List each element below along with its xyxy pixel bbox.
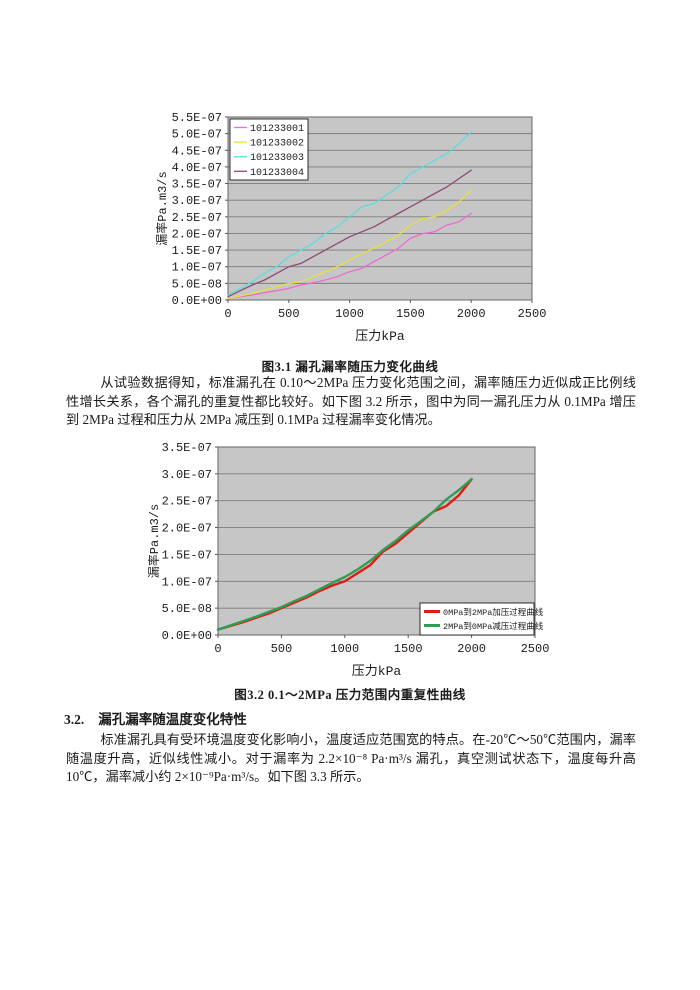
- svg-text:0: 0: [224, 307, 231, 321]
- svg-text:1000: 1000: [335, 307, 364, 321]
- section-heading-3-2: 3.2. 漏孔漏率随温度变化特性: [64, 708, 247, 728]
- svg-text:4.0E-07: 4.0E-07: [172, 161, 222, 175]
- paragraph-pressure-characteristics: 从试验数据得知，标准漏孔在 0.10～2MPa 压力变化范围之间，漏率随压力近似…: [66, 375, 636, 427]
- svg-text:2MPa到0MPa减压过程曲线: 2MPa到0MPa减压过程曲线: [443, 621, 544, 632]
- svg-text:4.5E-07: 4.5E-07: [172, 144, 222, 158]
- svg-text:3.0E-07: 3.0E-07: [162, 468, 212, 482]
- svg-text:2.0E-07: 2.0E-07: [172, 227, 222, 241]
- svg-text:3.5E-07: 3.5E-07: [162, 441, 212, 455]
- svg-text:压力kPa: 压力kPa: [352, 664, 402, 679]
- section-number: 3.2.: [64, 712, 85, 727]
- svg-text:101233003: 101233003: [250, 153, 304, 164]
- svg-text:0.0E+00: 0.0E+00: [172, 294, 222, 308]
- svg-text:0MPa到2MPa加压过程曲线: 0MPa到2MPa加压过程曲线: [443, 607, 544, 618]
- svg-text:0.0E+00: 0.0E+00: [162, 629, 212, 643]
- svg-text:5.5E-07: 5.5E-07: [172, 111, 222, 125]
- svg-text:1.0E-07: 1.0E-07: [162, 575, 212, 589]
- svg-text:2000: 2000: [457, 307, 486, 321]
- svg-text:1.0E-07: 1.0E-07: [172, 261, 222, 275]
- svg-text:500: 500: [278, 307, 300, 321]
- svg-text:500: 500: [271, 642, 293, 656]
- svg-text:5.0E-08: 5.0E-08: [172, 277, 222, 291]
- svg-text:1000: 1000: [330, 642, 359, 656]
- figure-3-1-caption: 图3.1 漏孔漏率随压力变化曲线: [261, 360, 439, 374]
- svg-text:2.5E-07: 2.5E-07: [172, 211, 222, 225]
- figure-3-2-chart-svg: 0.0E+00 5.0E-08 1.0E-07 1.5E-07 2.0E-07 2.5E-…: [146, 441, 550, 679]
- svg-text:3.0E-07: 3.0E-07: [172, 194, 222, 208]
- figure-3-1-chart-svg: 0.0E+00 5.0E-08 1.0E-07 1.5E-07 2.0E-07 2.5E-…: [154, 111, 547, 344]
- svg-text:2.5E-07: 2.5E-07: [162, 495, 212, 509]
- svg-text:101233001: 101233001: [250, 124, 304, 135]
- figure-3-1-chart: 0.0E+00 5.0E-08 1.0E-07 1.5E-07 2.0E-07 2.5E-…: [150, 106, 555, 356]
- svg-text:5.0E-08: 5.0E-08: [162, 602, 212, 616]
- section-title: 漏孔漏率随温度变化特性: [98, 712, 247, 727]
- figure-3-2-caption: 图3.2 0.1～2MPa 压力范围内重复性曲线: [234, 688, 466, 702]
- svg-text:1.5E-07: 1.5E-07: [172, 244, 222, 258]
- svg-text:1.5E-07: 1.5E-07: [162, 548, 212, 562]
- svg-text:3.5E-07: 3.5E-07: [172, 178, 222, 192]
- svg-text:0: 0: [214, 642, 221, 656]
- svg-text:漏率Pa.m3/s: 漏率Pa.m3/s: [154, 171, 170, 245]
- svg-text:2500: 2500: [518, 307, 547, 321]
- svg-text:2500: 2500: [521, 642, 550, 656]
- svg-text:2000: 2000: [457, 642, 486, 656]
- svg-text:压力kPa: 压力kPa: [355, 329, 405, 344]
- paragraph-temperature-characteristics: 标准漏孔具有受环境温度变化影响小，温度适应范围宽的特点。在-20℃～50℃范围内…: [66, 732, 636, 784]
- svg-text:漏率Pa.m3/s: 漏率Pa.m3/s: [148, 504, 162, 578]
- svg-text:101233002: 101233002: [250, 139, 304, 150]
- figure-3-2-chart: 0.0E+00 5.0E-08 1.0E-07 1.5E-07 2.0E-07 2.5E-…: [146, 438, 560, 690]
- svg-text:5.0E-07: 5.0E-07: [172, 128, 222, 142]
- svg-text:2.0E-07: 2.0E-07: [162, 522, 212, 536]
- svg-text:101233004: 101233004: [250, 168, 304, 179]
- svg-text:1500: 1500: [396, 307, 425, 321]
- svg-text:1500: 1500: [394, 642, 423, 656]
